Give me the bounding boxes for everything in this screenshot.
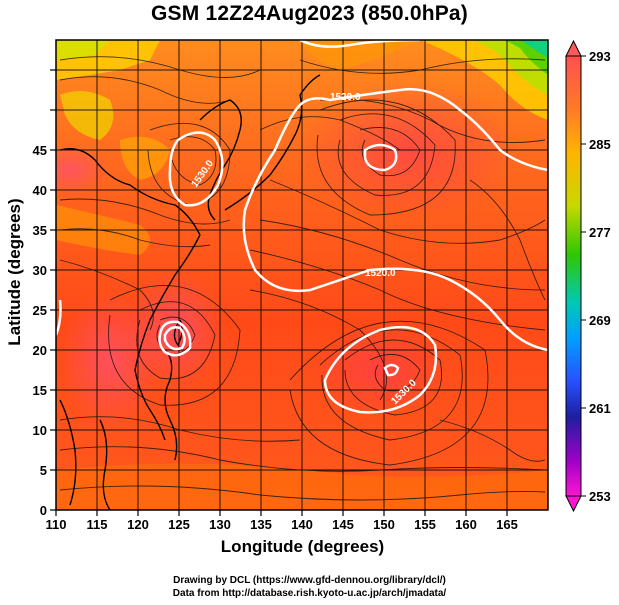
x-axis-label: Longitude (degrees) [220, 537, 385, 556]
y-tick-label: 45 [33, 143, 47, 158]
contour-label: 1520.0 [330, 92, 361, 103]
x-tick-label: 150 [373, 517, 395, 532]
credit-data-source: Data from http://database.rish.kyoto-u.a… [172, 588, 447, 599]
map-title: GSM 12Z24Aug2023 (850.0hPa) [150, 2, 469, 25]
y-tick-label: 0 [40, 503, 47, 518]
x-tick-label: 145 [332, 517, 354, 532]
x-tick-label: 110 [46, 517, 67, 532]
x-axis-tick-labels: 110 115 120 125 130 135 140 145 150 155 … [46, 517, 518, 532]
y-tick-label: 5 [40, 463, 47, 478]
colorbar-bottom-arrow [565, 495, 582, 513]
x-tick-label: 130 [209, 517, 231, 532]
y-tick-label: 30 [33, 263, 47, 278]
y-tick-label: 35 [33, 223, 47, 238]
x-tick-label: 125 [168, 517, 190, 532]
x-tick-label: 120 [127, 517, 149, 532]
y-axis-label: Latitude (degrees) [5, 198, 24, 346]
x-tick-label: 160 [455, 517, 477, 532]
colorbar-tick-label: 269 [589, 313, 611, 328]
x-axis-ticks [55, 510, 508, 516]
x-tick-label: 135 [250, 517, 272, 532]
coastlines [59, 74, 321, 510]
colorbar-top-arrow [565, 39, 582, 57]
y-tick-label: 20 [33, 343, 47, 358]
y-axis-ticks [50, 69, 56, 511]
y-tick-label: 10 [33, 423, 47, 438]
colorbar-tick-label: 293 [589, 49, 611, 64]
colorbar [565, 39, 586, 513]
x-tick-label: 140 [291, 517, 313, 532]
colorbar-tick-labels: 293 285 277 269 261 253 [589, 49, 611, 504]
x-tick-label: 165 [496, 517, 518, 532]
colorbar-tick-label: 285 [589, 137, 611, 152]
y-tick-label: 40 [33, 183, 47, 198]
x-tick-label: 155 [414, 517, 436, 532]
wind-streamlines [59, 56, 546, 501]
colorbar-tick-label: 253 [589, 489, 611, 504]
y-tick-label: 15 [33, 383, 47, 398]
x-tick-label: 115 [87, 517, 108, 532]
credit-drawing: Drawing by DCL (https://www.gfd-dennou.o… [173, 575, 446, 586]
colorbar-tick-label: 277 [589, 225, 611, 240]
y-axis-tick-labels: 0 5 10 15 20 25 30 35 40 45 [33, 143, 47, 518]
contour-label: 1520.0 [365, 268, 396, 279]
y-tick-label: 25 [33, 303, 47, 318]
colorbar-tick-label: 261 [589, 401, 611, 416]
